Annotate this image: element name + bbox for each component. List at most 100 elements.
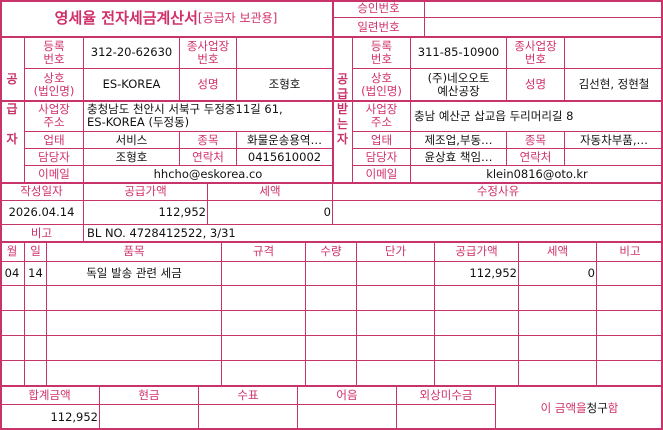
footer-total-label: 합계금액 bbox=[0, 386, 100, 405]
note-value: BL NO. 4728412522, 3/31 bbox=[84, 225, 663, 242]
footer-credit-label: 외상미수금 bbox=[397, 386, 496, 405]
claim-text: 이 금액을 청구 함 bbox=[496, 386, 663, 430]
supplier-phone-label: 연락처 bbox=[180, 149, 237, 166]
supplier-name: ES-KOREA bbox=[84, 69, 180, 101]
items-row-0-tax: 0 bbox=[519, 262, 597, 286]
footer-cash-value bbox=[100, 405, 199, 430]
title-sub: [공급자 보관용] bbox=[197, 10, 278, 25]
items-row-4-unit-price bbox=[357, 361, 435, 386]
items-row-0-qty bbox=[306, 262, 357, 286]
date-value: 2026.04.14 bbox=[0, 201, 84, 225]
items-row-4-item bbox=[47, 361, 222, 386]
title-main: 영세율 전자세금계산서 bbox=[54, 8, 198, 27]
divider-parties bbox=[332, 0, 334, 183]
items-row-4-remark bbox=[597, 361, 663, 386]
border-top bbox=[0, 0, 663, 2]
buyer-phone-label: 연락처 bbox=[507, 149, 565, 166]
buyer-reg-no-label: 등록 번호 bbox=[353, 37, 411, 69]
items-row-0-supply: 112,952 bbox=[435, 262, 519, 286]
supplier-contact-label: 담당자 bbox=[25, 149, 84, 166]
serial-number-label: 일련번호 bbox=[333, 18, 425, 37]
items-row-1-supply bbox=[435, 286, 519, 311]
items-header-month: 월 bbox=[0, 242, 25, 262]
items-row-2-tax bbox=[519, 311, 597, 336]
buyer-rep: 김선현, 정현철 bbox=[565, 69, 663, 101]
reason-label: 수정사유 bbox=[333, 183, 663, 201]
supplier-type: 서비스 bbox=[84, 132, 180, 149]
supplier-addr-label: 사업장 주소 bbox=[25, 101, 84, 132]
items-header-unit-price: 단가 bbox=[357, 242, 435, 262]
supplier-reg-no-label: 등록 번호 bbox=[25, 37, 84, 69]
items-row-1-qty bbox=[306, 286, 357, 311]
items-header-day: 일 bbox=[25, 242, 47, 262]
supplier-item: 화물운송용역… bbox=[237, 132, 333, 149]
divider-address bbox=[0, 100, 663, 102]
divider-summary bbox=[0, 182, 663, 184]
items-row-4-day bbox=[25, 361, 47, 386]
items-row-2-item bbox=[47, 311, 222, 336]
items-row-3-item bbox=[47, 336, 222, 361]
divider-items bbox=[0, 241, 663, 243]
supplier-sub-biz-label: 종사업장 번호 bbox=[180, 37, 237, 69]
supplier-contact: 조형호 bbox=[84, 149, 180, 166]
items-row-2-month bbox=[0, 311, 25, 336]
supplier-item-label: 종목 bbox=[180, 132, 237, 149]
reason-value bbox=[333, 201, 663, 225]
items-header-supply: 공급가액 bbox=[435, 242, 519, 262]
items-header-qty: 수량 bbox=[306, 242, 357, 262]
claim-mode: 청구 bbox=[586, 400, 608, 415]
items-row-2-remark bbox=[597, 311, 663, 336]
serial-number-value bbox=[425, 18, 663, 37]
items-row-1-unit-price bbox=[357, 286, 435, 311]
items-row-3-supply bbox=[435, 336, 519, 361]
items-row-2-unit-price bbox=[357, 311, 435, 336]
items-row-4-qty bbox=[306, 361, 357, 386]
buyer-contact: 윤상효 책임… bbox=[411, 149, 507, 166]
items-row-3-remark bbox=[597, 336, 663, 361]
buyer-addr-label: 사업장 주소 bbox=[353, 101, 411, 132]
note-label: 비고 bbox=[0, 225, 84, 242]
buyer-type-label: 업태 bbox=[353, 132, 411, 149]
footer-cash-label: 현금 bbox=[100, 386, 199, 405]
supplier-addr: 충청남도 천안시 서북구 두정중11길 61, ES-KOREA (두정동) bbox=[84, 101, 333, 132]
items-row-4-month bbox=[0, 361, 25, 386]
items-row-1-spec bbox=[222, 286, 306, 311]
buyer-name: (주)네오오토 예산공장 bbox=[411, 69, 507, 101]
buyer-contact-label: 담당자 bbox=[353, 149, 411, 166]
supplier-type-label: 업태 bbox=[25, 132, 84, 149]
invoice-title: 영세율 전자세금계산서 [공급자 보관용] bbox=[0, 0, 333, 37]
footer-note-label: 어음 bbox=[298, 386, 397, 405]
items-row-4-spec bbox=[222, 361, 306, 386]
items-header-remark: 비고 bbox=[597, 242, 663, 262]
buyer-addr: 충남 예산군 삽교읍 두리머리길 8 bbox=[411, 101, 663, 132]
items-row-2-qty bbox=[306, 311, 357, 336]
footer-credit-value bbox=[397, 405, 496, 430]
items-row-3-month bbox=[0, 336, 25, 361]
items-row-3-spec bbox=[222, 336, 306, 361]
items-header-tax: 세액 bbox=[519, 242, 597, 262]
claim-suffix: 함 bbox=[607, 400, 619, 415]
supplier-side-label: 공 급 자 bbox=[0, 37, 25, 183]
items-row-3-qty bbox=[306, 336, 357, 361]
footer-total-value: 112,952 bbox=[0, 405, 100, 430]
border-left bbox=[0, 0, 2, 430]
buyer-item: 자동차부품,… bbox=[565, 132, 663, 149]
buyer-side-label: 공 급 받 는 자 bbox=[333, 37, 353, 183]
buyer-email-label: 이메일 bbox=[353, 166, 411, 183]
supplier-email-label: 이메일 bbox=[25, 166, 84, 183]
items-row-0-month: 04 bbox=[0, 262, 25, 286]
items-row-1-day bbox=[25, 286, 47, 311]
border-bottom bbox=[0, 428, 663, 430]
supplier-sub-biz bbox=[237, 37, 333, 69]
footer-check-label: 수표 bbox=[199, 386, 298, 405]
items-header-item: 품목 bbox=[47, 242, 222, 262]
buyer-sub-biz-label: 종사업장 번호 bbox=[507, 37, 565, 69]
date-label: 작성일자 bbox=[0, 183, 84, 201]
items-row-0-day: 14 bbox=[25, 262, 47, 286]
items-row-1-month bbox=[0, 286, 25, 311]
buyer-type: 제조업,부동… bbox=[411, 132, 507, 149]
items-row-2-spec bbox=[222, 311, 306, 336]
footer-check-value bbox=[199, 405, 298, 430]
items-row-0-spec bbox=[222, 262, 306, 286]
